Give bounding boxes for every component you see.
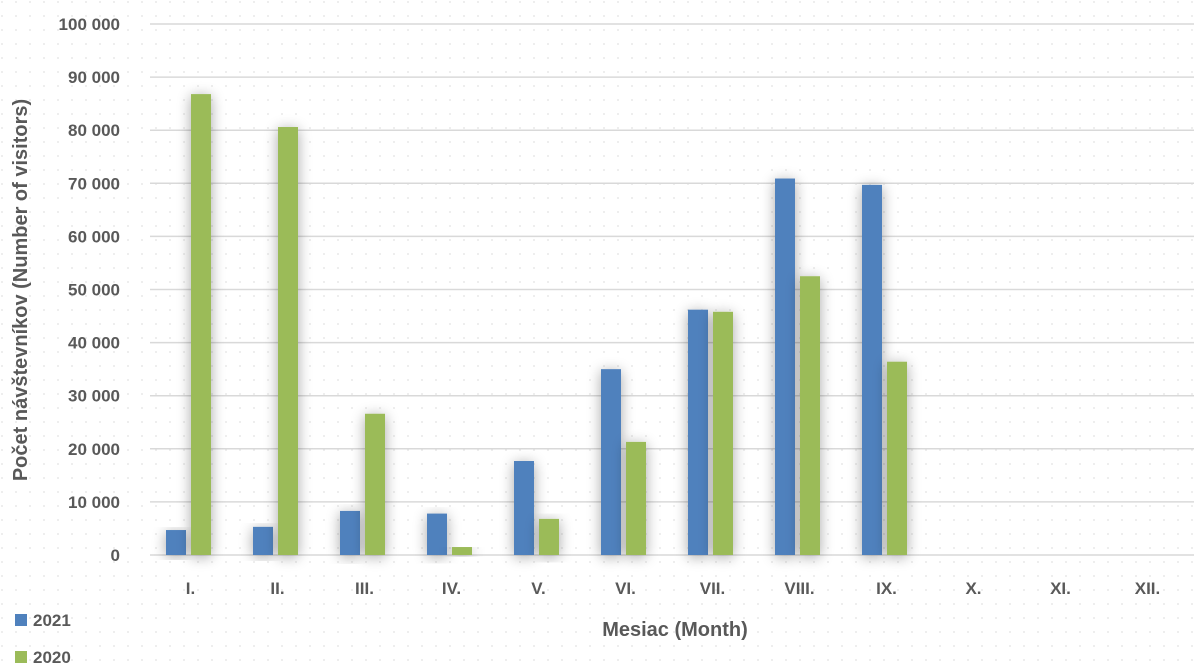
bar-2021-III xyxy=(340,510,360,555)
legend-swatch-2020 xyxy=(15,651,27,663)
y-tick-label: 0 xyxy=(111,546,120,565)
bar-2020-VIII xyxy=(800,276,820,555)
x-tick-label: V. xyxy=(531,579,546,598)
bar-2021-VII xyxy=(688,309,708,555)
bar-2021-VIII xyxy=(775,178,795,555)
y-tick-label: 10 000 xyxy=(68,493,120,512)
x-tick-label: III. xyxy=(355,579,374,598)
y-tick-label: 70 000 xyxy=(68,174,120,193)
bar-2020-II xyxy=(278,127,298,555)
bar-2020-V xyxy=(539,518,559,555)
x-tick-label: II. xyxy=(270,579,284,598)
x-tick-label: IX. xyxy=(876,579,897,598)
y-tick-label: 80 000 xyxy=(68,121,120,140)
y-tick-label: 20 000 xyxy=(68,440,120,459)
y-axis-title: Počet návštevníkov (Number of visitors) xyxy=(10,99,32,481)
legend: 2021 2020 xyxy=(15,611,71,667)
x-axis-tick-labels: I. II. III. IV. V. VI. VII. VIII. IX. X. XI. XII. xyxy=(186,579,1160,598)
y-tick-label: 90 000 xyxy=(68,68,120,87)
bar-2021-VI xyxy=(601,369,621,555)
legend-label-2021: 2021 xyxy=(33,611,71,630)
x-tick-label: IV. xyxy=(442,579,461,598)
bars xyxy=(166,94,907,555)
x-tick-label: XII. xyxy=(1135,579,1161,598)
x-tick-label: X. xyxy=(965,579,981,598)
legend-swatch-2021 xyxy=(15,614,27,626)
bar-2020-IX xyxy=(887,361,907,555)
x-axis-title: Mesiac (Month) xyxy=(602,619,748,641)
y-tick-label: 50 000 xyxy=(68,281,120,300)
y-tick-label: 40 000 xyxy=(68,334,120,353)
bar-2021-IX xyxy=(862,184,882,555)
bar-2020-IV xyxy=(452,547,472,555)
gridlines xyxy=(150,23,1194,556)
x-tick-label: XI. xyxy=(1050,579,1071,598)
bar-2021-I xyxy=(166,530,186,555)
bar-2020-III xyxy=(365,413,385,555)
bar-2020-VII xyxy=(713,311,733,555)
x-tick-label: I. xyxy=(186,579,195,598)
bar-2021-V xyxy=(514,461,534,555)
x-tick-label: VI. xyxy=(615,579,636,598)
bar-2021-IV xyxy=(427,513,447,555)
x-tick-label: VIII. xyxy=(784,579,814,598)
x-tick-label: VII. xyxy=(700,579,726,598)
legend-label-2020: 2020 xyxy=(33,648,71,667)
y-axis-tick-labels: 0 10 000 20 000 30 000 40 000 50 000 60 000 70 … xyxy=(59,15,120,565)
bar-2020-I xyxy=(191,94,211,555)
bar-2021-II xyxy=(253,526,273,555)
bar-2020-VI xyxy=(626,441,646,555)
y-tick-label: 60 000 xyxy=(68,227,120,246)
y-tick-label: 100 000 xyxy=(59,15,120,34)
y-tick-label: 30 000 xyxy=(68,387,120,406)
